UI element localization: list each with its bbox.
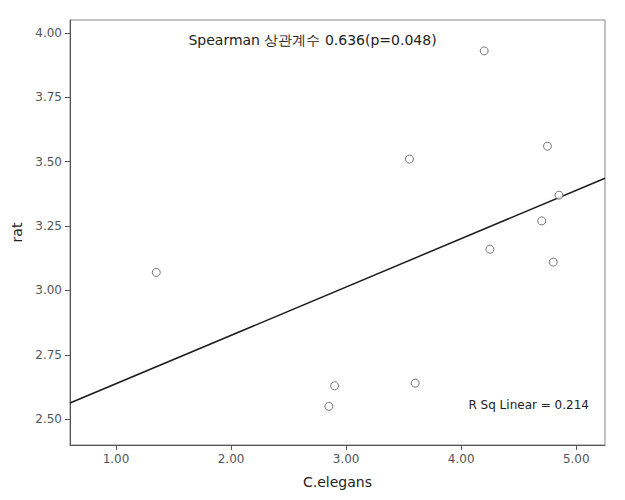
svg-text:3.00: 3.00 — [333, 452, 360, 466]
svg-text:R Sq Linear = 0.214: R Sq Linear = 0.214 — [468, 398, 589, 412]
svg-text:2.75: 2.75 — [35, 348, 62, 362]
svg-text:rat: rat — [9, 222, 25, 242]
svg-text:2.00: 2.00 — [218, 452, 245, 466]
svg-text:4.00: 4.00 — [448, 452, 475, 466]
svg-text:4.00: 4.00 — [35, 26, 62, 40]
svg-text:5.00: 5.00 — [563, 452, 590, 466]
svg-text:1.00: 1.00 — [103, 452, 130, 466]
svg-text:C.elegans: C.elegans — [303, 474, 372, 490]
svg-text:3.25: 3.25 — [35, 219, 62, 233]
svg-text:3.00: 3.00 — [35, 283, 62, 297]
svg-text:3.50: 3.50 — [35, 155, 62, 169]
svg-text:3.75: 3.75 — [35, 90, 62, 104]
svg-text:2.50: 2.50 — [35, 412, 62, 426]
svg-text:Spearman 상관계수 0.636(p=0.048): Spearman 상관계수 0.636(p=0.048) — [188, 32, 436, 48]
